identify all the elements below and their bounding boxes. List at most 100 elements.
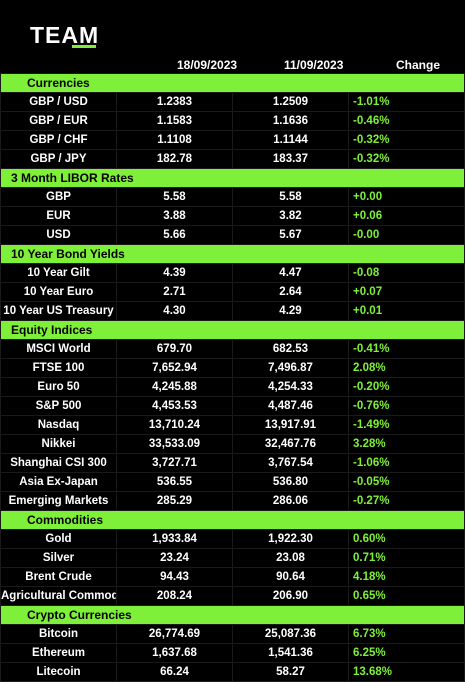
value-date1: 182.78 <box>116 149 233 169</box>
value-date2: 25,087.36 <box>232 624 349 644</box>
change-value: -0.32% <box>348 130 465 150</box>
table-row: GBP / EUR 1.1583 1.1636 -0.46% <box>0 111 465 131</box>
row-label: MSCI World <box>0 339 117 359</box>
row-label: USD <box>0 225 117 245</box>
value-date1: 3,727.71 <box>116 453 233 473</box>
change-value: -0.27% <box>348 491 465 511</box>
change-value: +0.01 <box>348 301 465 321</box>
value-date2: 682.53 <box>232 339 349 359</box>
value-date2: 5.67 <box>232 225 349 245</box>
table-row: Shanghai CSI 300 3,727.71 3,767.54 -1.06% <box>0 453 465 473</box>
value-date2: 1.1144 <box>232 130 349 150</box>
table-row: FTSE 100 7,652.94 7,496.87 2.08% <box>0 358 465 378</box>
table-row: GBP / CHF 1.1108 1.1144 -0.32% <box>0 130 465 150</box>
change-value: -0.32% <box>348 149 465 169</box>
value-date2: 13,917.91 <box>232 415 349 435</box>
table-row: Brent Crude 94.43 90.64 4.18% <box>0 567 465 587</box>
column-date2: 11/09/2023 <box>284 58 344 72</box>
row-label: GBP / CHF <box>0 130 117 150</box>
table-row: Nasdaq 13,710.24 13,917.91 -1.49% <box>0 415 465 435</box>
change-value: -1.06% <box>348 453 465 473</box>
value-date1: 1,933.84 <box>116 529 233 549</box>
change-value: 0.60% <box>348 529 465 549</box>
value-date1: 285.29 <box>116 491 233 511</box>
row-label: FTSE 100 <box>0 358 117 378</box>
value-date2: 4,487.46 <box>232 396 349 416</box>
row-label: GBP / USD <box>0 92 117 112</box>
change-value: 0.65% <box>348 586 465 606</box>
row-label: S&P 500 <box>0 396 117 416</box>
table-row: Silver 23.24 23.08 0.71% <box>0 548 465 568</box>
change-value: +0.00 <box>348 187 465 207</box>
table-row: EUR 3.88 3.82 +0.06 <box>0 206 465 226</box>
change-value: 2.08% <box>348 358 465 378</box>
change-value: 4.18% <box>348 567 465 587</box>
table-row: 10 Year Gilt 4.39 4.47 -0.08 <box>0 263 465 283</box>
row-label: 10 Year Euro <box>0 282 117 302</box>
header: TEAM <box>0 0 465 56</box>
value-date2: 4,254.33 <box>232 377 349 397</box>
table-row: 10 Year Euro 2.71 2.64 +0.07 <box>0 282 465 302</box>
logo-underline <box>72 45 96 48</box>
row-label: Nikkei <box>0 434 117 454</box>
table-row: Asia Ex-Japan 536.55 536.80 -0.05% <box>0 472 465 492</box>
row-label: Litecoin <box>0 662 117 682</box>
section-header: Commodities <box>0 510 465 530</box>
value-date1: 4,453.53 <box>116 396 233 416</box>
table-row: Litecoin 66.24 58.27 13.68% <box>0 662 465 682</box>
value-date1: 208.24 <box>116 586 233 606</box>
section-title: 3 Month LIBOR Rates <box>0 168 465 188</box>
value-date1: 536.55 <box>116 472 233 492</box>
value-date2: 23.08 <box>232 548 349 568</box>
market-table: Currencies GBP / USD 1.2383 1.2509 -1.01% GBP… <box>0 73 465 682</box>
value-date1: 13,710.24 <box>116 415 233 435</box>
change-value: 0.71% <box>348 548 465 568</box>
section-header: 10 Year Bond Yields <box>0 244 465 264</box>
table-row: 10 Year US Treasury 4.30 4.29 +0.01 <box>0 301 465 321</box>
row-label: Brent Crude <box>0 567 117 587</box>
change-value: 3.28% <box>348 434 465 454</box>
value-date1: 1.1108 <box>116 130 233 150</box>
section-title: Currencies <box>0 73 465 93</box>
row-label: GBP <box>0 187 117 207</box>
value-date2: 90.64 <box>232 567 349 587</box>
value-date1: 94.43 <box>116 567 233 587</box>
value-date1: 33,533.09 <box>116 434 233 454</box>
section-header: 3 Month LIBOR Rates <box>0 168 465 188</box>
change-value: 13.68% <box>348 662 465 682</box>
value-date2: 2.64 <box>232 282 349 302</box>
row-label: Silver <box>0 548 117 568</box>
table-row: GBP 5.58 5.58 +0.00 <box>0 187 465 207</box>
section-title: 10 Year Bond Yields <box>0 244 465 264</box>
change-value: -1.01% <box>348 92 465 112</box>
section-title: Equity Indices <box>0 320 465 340</box>
value-date2: 4.47 <box>232 263 349 283</box>
value-date1: 23.24 <box>116 548 233 568</box>
change-value: -1.49% <box>348 415 465 435</box>
value-date2: 536.80 <box>232 472 349 492</box>
value-date2: 4.29 <box>232 301 349 321</box>
section-title: Commodities <box>0 510 465 530</box>
value-date2: 206.90 <box>232 586 349 606</box>
section-header: Equity Indices <box>0 320 465 340</box>
change-value: -0.00 <box>348 225 465 245</box>
value-date1: 4.30 <box>116 301 233 321</box>
table-row: USD 5.66 5.67 -0.00 <box>0 225 465 245</box>
table-row: MSCI World 679.70 682.53 -0.41% <box>0 339 465 359</box>
section-header: Crypto Currencies <box>0 605 465 625</box>
change-value: -0.08 <box>348 263 465 283</box>
row-label: Euro 50 <box>0 377 117 397</box>
value-date2: 1.1636 <box>232 111 349 131</box>
table-row: Emerging Markets 285.29 286.06 -0.27% <box>0 491 465 511</box>
value-date1: 679.70 <box>116 339 233 359</box>
value-date1: 4,245.88 <box>116 377 233 397</box>
value-date2: 5.58 <box>232 187 349 207</box>
row-label: 10 Year US Treasury <box>0 301 117 321</box>
column-change: Change <box>396 58 441 72</box>
value-date2: 32,467.76 <box>232 434 349 454</box>
value-date1: 1.1583 <box>116 111 233 131</box>
value-date1: 1.2383 <box>116 92 233 112</box>
table-row: Gold 1,933.84 1,922.30 0.60% <box>0 529 465 549</box>
column-headers: 18/09/2023 11/09/2023 Change <box>0 56 465 73</box>
value-date2: 183.37 <box>232 149 349 169</box>
